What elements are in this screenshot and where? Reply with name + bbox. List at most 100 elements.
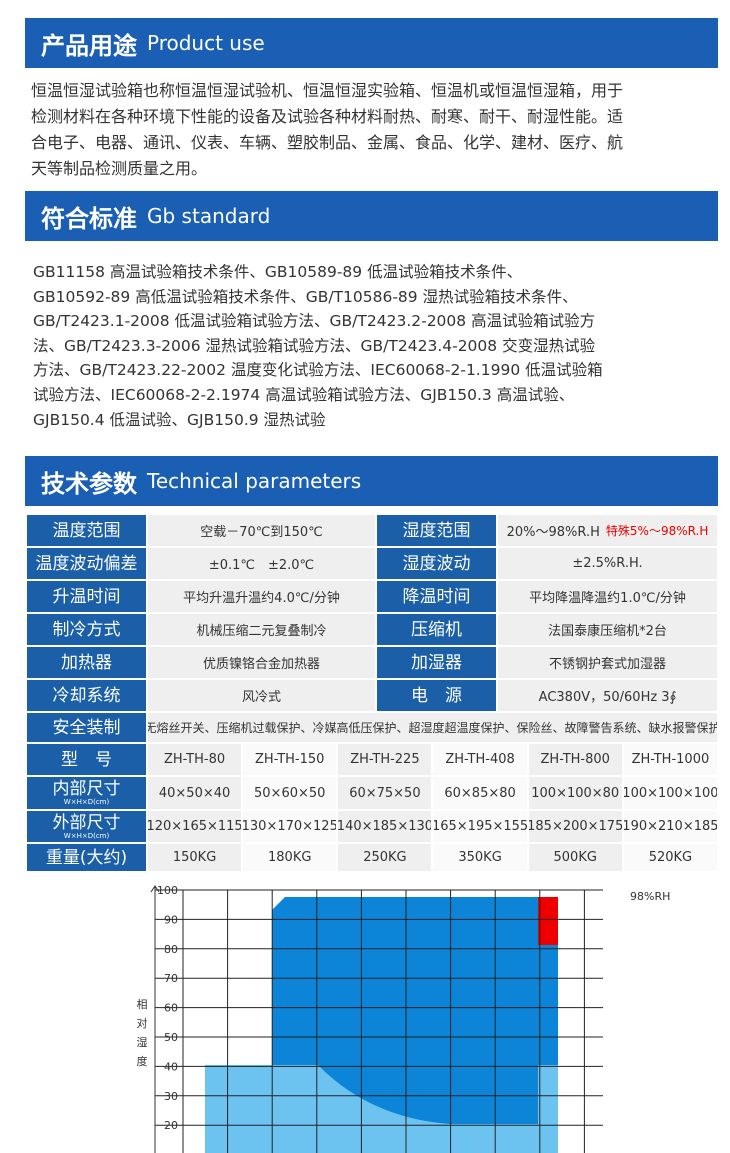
param-value: 机械压缩二元复叠制冷 bbox=[147, 613, 376, 646]
humidity-area bbox=[272, 897, 558, 1124]
param-label: 加湿器 bbox=[376, 646, 497, 679]
model-value: 165×195×155 bbox=[432, 810, 528, 843]
special-note: 特殊5%～98%R.H bbox=[605, 524, 709, 538]
label-unit: W×H×D(cm) bbox=[63, 831, 110, 840]
param-label: 电 源 bbox=[376, 679, 497, 712]
section-title-cn: 符合标准 bbox=[41, 204, 137, 233]
y-tick-label: 100 bbox=[157, 884, 178, 897]
section-title-en: Gb standard bbox=[147, 204, 271, 228]
param-value: 无熔丝开关、压缩机过载保护、冷媒高低压保护、超湿度超温度保护、保险丝、故障警告系… bbox=[147, 712, 718, 743]
y-tick-label: 90 bbox=[164, 913, 178, 926]
section-header: 技术参数 Technical parameters bbox=[25, 456, 718, 506]
model-value: ZH-TH-150 bbox=[242, 743, 338, 776]
param-label: 制冷方式 bbox=[26, 613, 147, 646]
y-tick-label: 50 bbox=[164, 1031, 178, 1044]
param-value: 风冷式 bbox=[147, 679, 376, 712]
label-text: 重量(大约) bbox=[45, 847, 128, 868]
text-line: 法、GB/T2423.3-2006 湿热试验箱试验方法、GB/T2423.4-2… bbox=[33, 336, 596, 355]
param-value: 空载－70℃到150℃ bbox=[147, 514, 376, 547]
standard-text: GB11158 高温试验箱技术条件、GB10589-89 低温试验箱技术条件、 G… bbox=[33, 260, 723, 432]
model-value: 190×210×185 bbox=[622, 810, 718, 843]
grid bbox=[155, 889, 603, 1153]
model-value: 350KG bbox=[432, 843, 528, 872]
y-tick-label: 80 bbox=[164, 943, 178, 956]
param-value: ±0.1℃ ±2.0℃ bbox=[147, 547, 376, 580]
label-text: 内部尺寸 bbox=[52, 779, 121, 799]
param-label: 重量(大约) bbox=[26, 843, 147, 872]
model-value: 40×50×40 bbox=[147, 776, 243, 810]
param-label: 安全装制 bbox=[26, 712, 147, 743]
model-value: 120×165×115 bbox=[147, 810, 243, 843]
y-tick-label: 70 bbox=[164, 972, 178, 985]
section-title-cn: 产品用途 bbox=[41, 31, 137, 60]
model-value: ZH-TH-1000 bbox=[622, 743, 718, 776]
label-text: 外部尺寸 bbox=[52, 812, 121, 833]
model-value: ZH-TH-80 bbox=[147, 743, 243, 776]
label-unit: W×H×D(cm) bbox=[63, 798, 110, 806]
model-value: 60×85×80 bbox=[432, 776, 528, 810]
param-label: 升温时间 bbox=[26, 580, 147, 613]
model-value: ZH-TH-800 bbox=[527, 743, 623, 776]
humidity-chart: 98%RH 相对湿度 100 90 80 70 60 50 40 30 20 bbox=[137, 884, 670, 1153]
y-tick-label: 40 bbox=[164, 1060, 178, 1073]
model-value: 150KG bbox=[147, 843, 243, 872]
param-label: 冷却系统 bbox=[26, 679, 147, 712]
label-text: 型 号 bbox=[61, 749, 112, 770]
y-tick-label: 60 bbox=[164, 1002, 178, 1015]
model-value: ZH-TH-408 bbox=[432, 743, 528, 776]
model-value: 140×185×130 bbox=[337, 810, 433, 843]
y-axis-label: 相对湿度 bbox=[137, 998, 148, 1068]
param-label: 湿度波动 bbox=[376, 547, 497, 580]
model-value: 130×170×125 bbox=[242, 810, 338, 843]
model-value: 100×100×100 bbox=[622, 776, 718, 810]
param-label: 温度范围 bbox=[26, 514, 147, 547]
param-value: AC380V，50/60Hz 3∮ bbox=[497, 679, 718, 712]
y-tick-label: 30 bbox=[164, 1090, 178, 1103]
param-label: 内部尺寸 W×H×D(cm) bbox=[26, 776, 147, 810]
param-value: 平均升温升温约4.0℃/分钟 bbox=[147, 580, 376, 613]
param-label: 外部尺寸 W×H×D(cm) bbox=[26, 810, 147, 843]
text-line: 合电子、电器、通讯、仪表、车辆、塑胶制品、金属、食品、化学、建材、医疗、航 bbox=[31, 133, 624, 152]
param-label: 加热器 bbox=[26, 646, 147, 679]
model-value: 180KG bbox=[242, 843, 338, 872]
param-value: 不锈钢护套式加湿器 bbox=[497, 646, 718, 679]
section-title-cn: 技术参数 bbox=[41, 469, 137, 498]
model-value: 520KG bbox=[622, 843, 718, 872]
model-value: ZH-TH-225 bbox=[337, 743, 433, 776]
text-line: GB11158 高温试验箱技术条件、GB10589-89 低温试验箱技术条件、 bbox=[33, 263, 523, 281]
model-value: 100×100×80 bbox=[527, 776, 623, 810]
axis-arrow bbox=[150, 885, 160, 893]
section-title-en: Technical parameters bbox=[147, 469, 362, 493]
section-header: 符合标准 Gb standard bbox=[25, 191, 718, 241]
y-tick-label: 20 bbox=[164, 1119, 178, 1132]
param-value: 20%～98%R.H 特殊5%～98%R.H bbox=[497, 514, 718, 547]
section-title-en: Product use bbox=[147, 31, 265, 55]
text-line: GB/T2423.1-2008 低温试验箱试验方法、GB/T2423.2-200… bbox=[33, 312, 596, 331]
annotation: 98%RH bbox=[630, 890, 670, 903]
text-line: 方法、GB/T2423.22-2002 温度变化试验方法、IEC60068-2-… bbox=[33, 361, 603, 380]
param-label: 型 号 bbox=[26, 743, 147, 776]
param-label: 温度波动偏差 bbox=[26, 547, 147, 580]
text-line: 天等制品检测质量之用。 bbox=[31, 159, 208, 178]
model-value: 50×60×50 bbox=[242, 776, 338, 810]
text-line: 试验方法、IEC60068-2-2.1974 高温试验箱试验方法、GJB150.… bbox=[33, 385, 575, 404]
text-line: 恒温恒湿试验箱也称恒温恒湿试验机、恒温恒湿实验箱、恒温机或恒温恒湿箱，用于 bbox=[31, 81, 624, 100]
product-use-text: 恒温恒湿试验箱也称恒温恒湿试验机、恒温恒湿实验箱、恒温机或恒温恒湿箱，用于 检测材… bbox=[31, 78, 715, 182]
model-value: 185×200×175 bbox=[527, 810, 623, 843]
param-value: 法国泰康压缩机*2台 bbox=[497, 613, 718, 646]
text-line: GB10592-89 高低温试验箱技术条件、GB/T10586-89 湿热试验箱… bbox=[33, 287, 578, 306]
model-value: 500KG bbox=[527, 843, 623, 872]
text-line: 检测材料在各种环境下性能的设备及试验各种材料耐热、耐寒、耐干、耐湿性能。适 bbox=[31, 107, 624, 126]
param-label: 压缩机 bbox=[376, 613, 497, 646]
param-value: 优质镍铬合金加热器 bbox=[147, 646, 376, 679]
param-value: 平均降温降温约1.0℃/分钟 bbox=[497, 580, 718, 613]
special-area bbox=[538, 897, 558, 945]
param-value: ±2.5%R.H. bbox=[497, 547, 718, 580]
model-value: 60×75×50 bbox=[337, 776, 433, 810]
model-value: 250KG bbox=[337, 843, 433, 872]
section-header: 产品用途 Product use bbox=[25, 18, 718, 68]
param-label: 降温时间 bbox=[376, 580, 497, 613]
param-label: 湿度范围 bbox=[376, 514, 497, 547]
text-line: GJB150.4 低温试验、GJB150.9 湿热试验 bbox=[33, 410, 326, 429]
